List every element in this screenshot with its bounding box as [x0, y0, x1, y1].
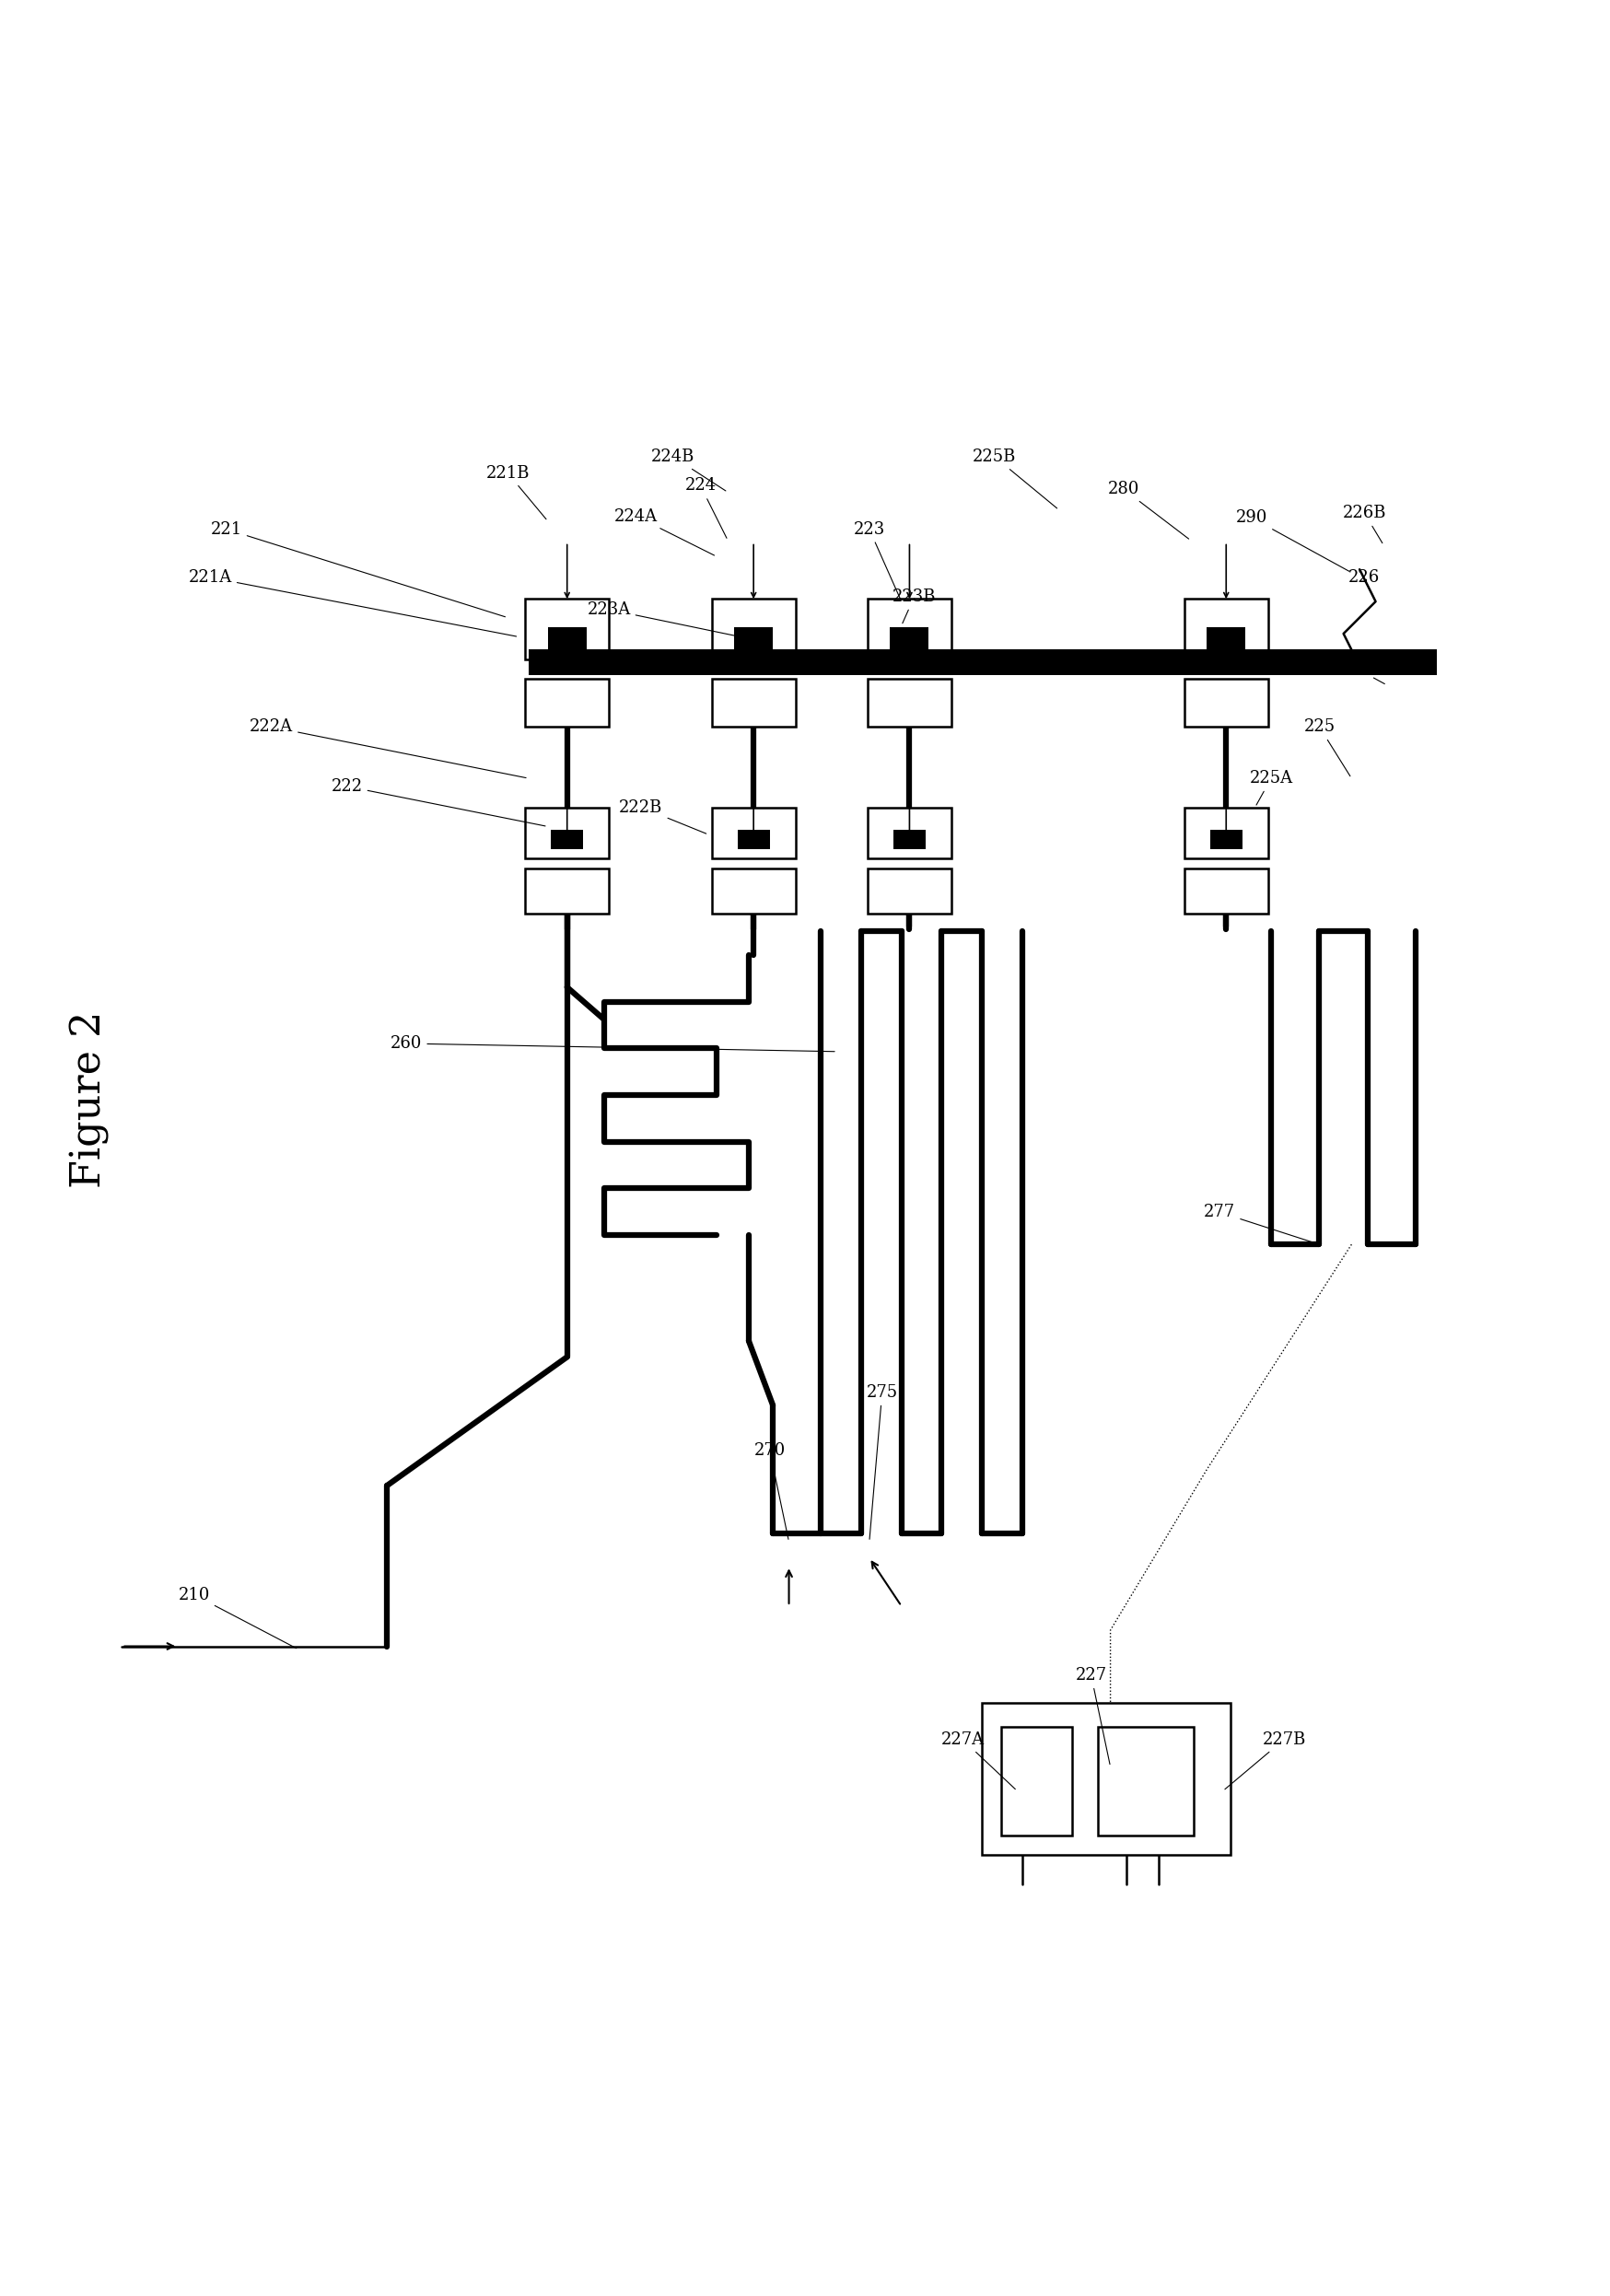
Text: 223: 223 [853, 521, 900, 599]
Bar [547, 627, 586, 650]
Text: 225: 225 [1304, 719, 1351, 776]
Bar [528, 650, 1436, 675]
Text: 226A: 226A [1330, 657, 1385, 684]
Text: 223A: 223A [588, 602, 739, 636]
Text: 222B: 222B [620, 799, 707, 833]
Bar [1185, 599, 1269, 659]
Text: 221: 221 [211, 521, 506, 618]
Bar [1098, 1727, 1195, 1837]
Text: 226B: 226B [1343, 505, 1386, 544]
Text: 227: 227 [1075, 1667, 1109, 1763]
Text: 224B: 224B [652, 448, 726, 491]
Text: 275: 275 [866, 1384, 898, 1538]
Bar [1185, 680, 1269, 728]
Text: 226: 226 [1349, 569, 1380, 599]
Text: 260: 260 [391, 1035, 834, 1052]
Bar [551, 829, 583, 850]
Text: 280: 280 [1108, 480, 1188, 540]
Text: 290: 290 [1236, 510, 1349, 572]
Bar [525, 808, 609, 859]
Bar [525, 868, 609, 914]
Bar [712, 599, 795, 659]
Text: 222A: 222A [250, 719, 526, 778]
Text: 221B: 221B [486, 464, 546, 519]
Bar [868, 680, 952, 728]
Text: 223B: 223B [892, 588, 935, 622]
Text: Figure 2: Figure 2 [69, 1010, 109, 1189]
Bar [868, 599, 952, 659]
Text: 210: 210 [179, 1587, 296, 1649]
Bar [1001, 1727, 1072, 1837]
Bar [982, 1704, 1232, 1855]
Text: 227B: 227B [1225, 1731, 1306, 1789]
Text: 227A: 227A [940, 1731, 1016, 1789]
Text: 224A: 224A [615, 507, 715, 556]
Text: 221A: 221A [188, 569, 517, 636]
Text: 277: 277 [1204, 1203, 1317, 1244]
Bar [868, 808, 952, 859]
Bar [525, 599, 609, 659]
Bar [868, 868, 952, 914]
Text: 222: 222 [332, 778, 546, 827]
Bar [1211, 829, 1243, 850]
Bar [890, 627, 929, 650]
Bar [737, 829, 770, 850]
Text: 270: 270 [753, 1442, 789, 1538]
Bar [894, 829, 926, 850]
Bar [712, 868, 795, 914]
Text: 225B: 225B [972, 448, 1058, 507]
Bar [712, 680, 795, 728]
Text: 224: 224 [684, 478, 726, 537]
Text: 225A: 225A [1249, 769, 1293, 806]
Bar [1185, 868, 1269, 914]
Bar [734, 627, 773, 650]
Bar [712, 808, 795, 859]
Bar [1185, 808, 1269, 859]
Bar [525, 680, 609, 728]
Bar [1208, 627, 1246, 650]
